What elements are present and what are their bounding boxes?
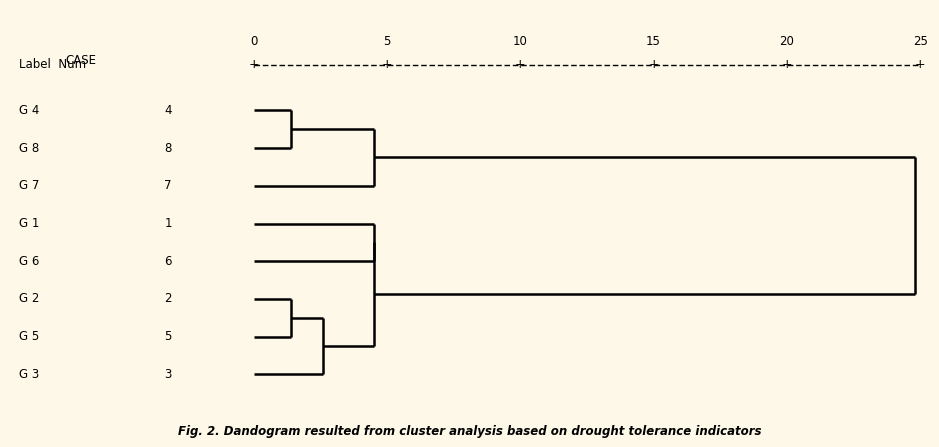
Text: 0: 0 — [250, 35, 257, 48]
Text: Fig. 2. Dandogram resulted from cluster analysis based on drought tolerance indi: Fig. 2. Dandogram resulted from cluster … — [177, 425, 762, 438]
Text: G 3: G 3 — [19, 368, 39, 381]
Text: +: + — [781, 59, 793, 72]
Text: 15: 15 — [646, 35, 661, 48]
Text: 5: 5 — [164, 330, 172, 343]
Text: G 7: G 7 — [19, 179, 39, 192]
Text: 3: 3 — [164, 368, 172, 381]
Text: 7: 7 — [164, 179, 172, 192]
Text: G 2: G 2 — [19, 292, 39, 305]
Text: G 1: G 1 — [19, 217, 39, 230]
Text: CASE: CASE — [66, 54, 97, 67]
Text: 4: 4 — [164, 104, 172, 117]
Text: +: + — [381, 59, 393, 72]
Text: 5: 5 — [383, 35, 391, 48]
Text: G 5: G 5 — [19, 330, 39, 343]
Text: 20: 20 — [779, 35, 794, 48]
Text: G 8: G 8 — [19, 142, 39, 155]
Text: +: + — [248, 59, 259, 72]
Text: 8: 8 — [164, 142, 172, 155]
Text: 2: 2 — [164, 292, 172, 305]
Text: 25: 25 — [913, 35, 928, 48]
Text: +: + — [915, 59, 926, 72]
Text: +: + — [648, 59, 659, 72]
Text: G 4: G 4 — [19, 104, 39, 117]
Text: 10: 10 — [513, 35, 528, 48]
Text: Label  Num: Label Num — [19, 59, 85, 72]
Text: +: + — [515, 59, 526, 72]
Text: 1: 1 — [164, 217, 172, 230]
Text: 6: 6 — [164, 255, 172, 268]
Text: G 6: G 6 — [19, 255, 39, 268]
